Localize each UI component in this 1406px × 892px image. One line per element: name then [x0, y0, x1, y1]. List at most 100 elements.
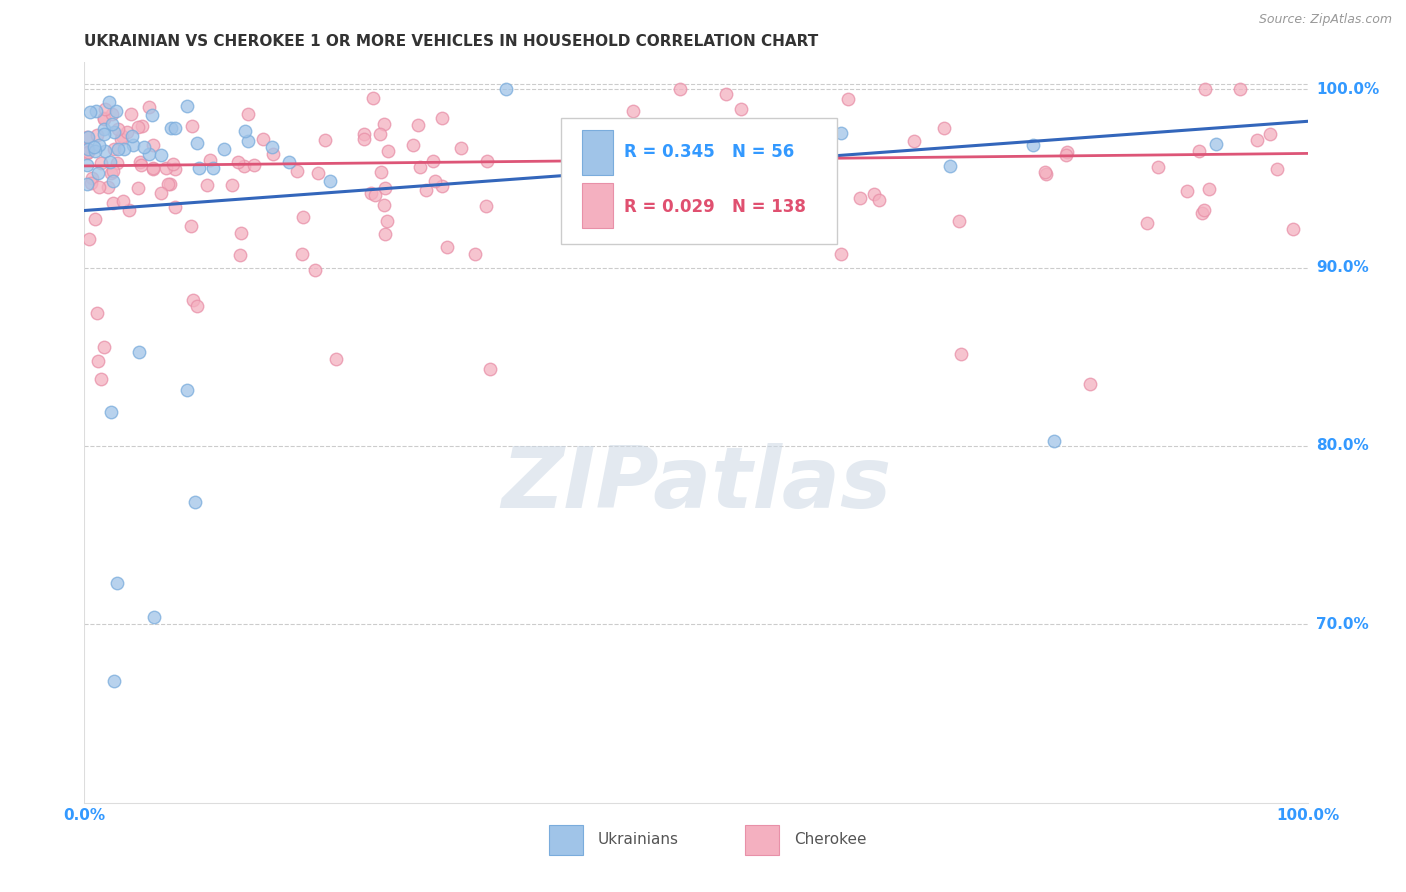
Point	[648, 159, 671, 173]
Point	[408, 118, 430, 132]
Point	[76, 130, 98, 145]
Point	[233, 124, 256, 138]
Point	[107, 122, 129, 136]
Point	[87, 354, 110, 368]
Point	[373, 198, 395, 212]
Point	[83, 140, 105, 154]
Point	[142, 161, 165, 175]
Point	[103, 142, 125, 156]
Point	[450, 140, 472, 154]
Point	[1035, 167, 1057, 181]
Point	[93, 112, 115, 127]
Point	[98, 95, 121, 109]
Point	[100, 405, 122, 419]
Point	[236, 134, 259, 148]
Point	[103, 673, 125, 688]
Point	[101, 117, 124, 131]
Point	[314, 133, 336, 147]
Point	[132, 140, 155, 154]
Point	[939, 159, 962, 173]
FancyBboxPatch shape	[561, 118, 837, 244]
Point	[94, 103, 117, 117]
Point	[475, 154, 498, 169]
Point	[233, 159, 256, 173]
Point	[360, 186, 382, 200]
Point	[201, 161, 224, 175]
Point	[76, 130, 98, 145]
Point	[188, 161, 211, 176]
Text: 100.0%: 100.0%	[1316, 82, 1379, 96]
Point	[735, 148, 758, 162]
Point	[159, 178, 181, 192]
Point	[128, 344, 150, 359]
Point	[101, 196, 124, 211]
Point	[76, 142, 98, 156]
Bar	[582, 183, 613, 228]
Point	[221, 178, 243, 192]
Point	[122, 137, 145, 152]
Point	[142, 137, 165, 152]
Point	[370, 127, 392, 141]
Point	[115, 125, 138, 139]
Point	[934, 120, 956, 135]
Point	[571, 163, 593, 178]
Point	[77, 145, 100, 159]
Point	[1282, 221, 1305, 235]
Point	[903, 134, 925, 148]
Point	[200, 153, 222, 168]
Text: 90.0%: 90.0%	[1316, 260, 1368, 275]
Point	[86, 128, 108, 143]
Point	[436, 240, 458, 254]
Text: 80.0%: 80.0%	[1316, 439, 1368, 453]
Point	[131, 119, 153, 133]
Point	[1146, 160, 1168, 174]
Point	[127, 120, 149, 135]
Point	[863, 187, 886, 202]
Point	[120, 106, 142, 120]
Point	[479, 361, 502, 376]
Point	[229, 247, 252, 261]
Point	[621, 104, 644, 119]
Point	[142, 162, 165, 177]
Point	[950, 347, 973, 361]
Point	[107, 576, 129, 591]
Point	[86, 306, 108, 320]
Point	[495, 82, 517, 96]
Point	[77, 232, 100, 246]
Point	[304, 263, 326, 277]
Point	[105, 103, 128, 118]
Bar	[582, 130, 613, 175]
Point	[948, 213, 970, 227]
Point	[121, 128, 143, 143]
Point	[93, 121, 115, 136]
Point	[229, 227, 252, 241]
Point	[1078, 376, 1101, 391]
Point	[103, 125, 125, 139]
Point	[129, 158, 152, 172]
Point	[181, 293, 204, 308]
Point	[287, 164, 309, 178]
Point	[374, 181, 396, 195]
Point	[111, 128, 134, 143]
Point	[110, 132, 132, 146]
Point	[1194, 82, 1216, 96]
Bar	[745, 825, 779, 855]
Point	[156, 177, 179, 191]
Point	[176, 383, 198, 397]
Point	[681, 167, 703, 181]
Point	[214, 142, 236, 156]
Point	[721, 153, 744, 168]
Text: UKRAINIAN VS CHEROKEE 1 OR MORE VEHICLES IN HOUSEHOLD CORRELATION CHART: UKRAINIAN VS CHEROKEE 1 OR MORE VEHICLES…	[84, 34, 818, 49]
Point	[159, 121, 181, 136]
Point	[150, 148, 173, 162]
Point	[353, 128, 375, 142]
Point	[76, 158, 98, 172]
Point	[1054, 148, 1077, 162]
Point	[464, 247, 486, 261]
Point	[374, 227, 396, 241]
Point	[640, 142, 662, 156]
Point	[107, 156, 129, 170]
Point	[83, 144, 105, 158]
Point	[93, 340, 115, 354]
Point	[1135, 216, 1157, 230]
